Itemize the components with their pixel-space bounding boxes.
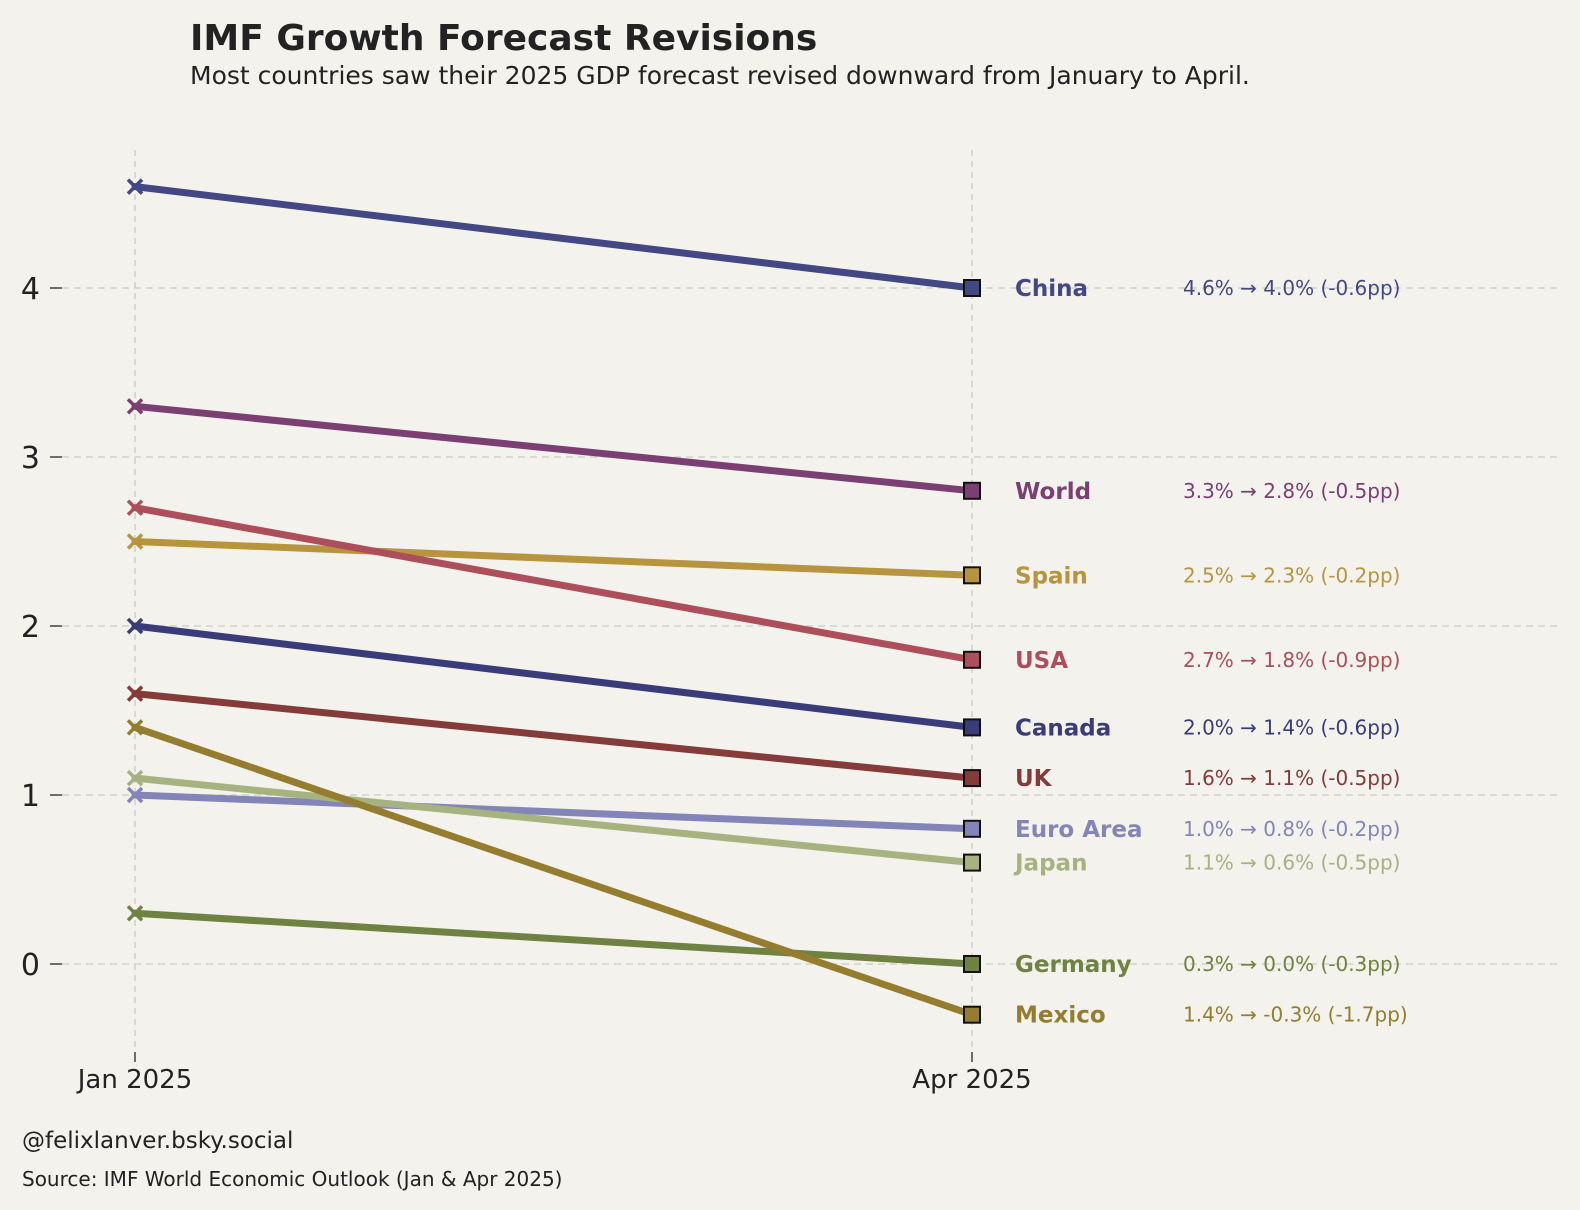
series-label-world: World xyxy=(1015,479,1091,505)
series-label-china: China xyxy=(1015,276,1088,302)
credit-handle: @felixlanver.bsky.social xyxy=(22,1128,293,1154)
start-marker-world xyxy=(126,398,144,415)
start-marker-japan xyxy=(126,769,144,787)
chart-title: IMF Growth Forecast Revisions xyxy=(190,18,817,59)
series-label-canada: Canada xyxy=(1015,715,1111,741)
series-line-canada xyxy=(131,622,976,731)
y-tick-label: 0 xyxy=(21,948,40,983)
start-marker-stroke xyxy=(126,685,144,702)
end-marker-canada xyxy=(963,718,981,737)
end-marker-mexico xyxy=(963,1005,981,1024)
series-line-mexico xyxy=(131,723,976,1019)
end-marker-euro-area xyxy=(963,819,981,838)
start-marker-stroke xyxy=(126,786,144,804)
series-lines xyxy=(131,183,976,1019)
change-annotation-japan: 1.1% → 0.6% (-0.5pp) xyxy=(1183,851,1400,875)
end-marker-world xyxy=(963,481,981,500)
start-marker-stroke xyxy=(126,905,144,922)
series-label-japan: Japan xyxy=(1013,851,1087,877)
end-marker-spain xyxy=(963,566,981,585)
x-tick-label: Jan 2025 xyxy=(76,1065,193,1095)
change-annotation-spain: 2.5% → 2.3% (-0.2pp) xyxy=(1183,563,1400,587)
start-marker-usa xyxy=(126,499,144,516)
change-annotation-canada: 2.0% → 1.4% (-0.6pp) xyxy=(1183,715,1400,739)
series-line-world xyxy=(131,402,976,495)
start-marker-germany xyxy=(126,905,144,922)
start-marker-uk xyxy=(126,685,144,702)
y-axis: 0 1 2 3 4 xyxy=(21,272,62,983)
grid xyxy=(50,150,1560,1058)
start-marker-canada xyxy=(126,617,144,635)
start-marker-stroke xyxy=(126,533,144,550)
end-marker-usa xyxy=(963,650,981,669)
start-marker-stroke xyxy=(126,769,144,787)
start-marker-stroke xyxy=(126,719,144,736)
x-tick-label: Apr 2025 xyxy=(912,1065,1031,1095)
change-annotation-germany: 0.3% → 0.0% (-0.3pp) xyxy=(1183,952,1400,976)
start-marker-stroke xyxy=(126,398,144,415)
series-label-uk: UK xyxy=(1015,766,1053,792)
change-annotation-usa: 2.7% → 1.8% (-0.9pp) xyxy=(1183,648,1400,672)
series-line-euro-area xyxy=(131,791,976,833)
chart-subtitle: Most countries saw their 2025 GDP foreca… xyxy=(190,61,1250,90)
end-marker-germany xyxy=(963,955,981,973)
series-markers xyxy=(126,178,981,1024)
start-marker-euro-area xyxy=(126,786,144,804)
start-marker-mexico xyxy=(126,719,144,736)
series-line-spain xyxy=(131,538,976,579)
y-tick-label: 2 xyxy=(21,610,40,645)
series-label-mexico: Mexico xyxy=(1015,1003,1106,1029)
change-annotation-uk: 1.6% → 1.1% (-0.5pp) xyxy=(1183,766,1400,790)
series-line-usa xyxy=(131,504,976,664)
y-tick-label: 4 xyxy=(21,272,40,307)
end-marker-china xyxy=(963,279,981,297)
series-line-germany xyxy=(131,909,976,968)
series-line-china xyxy=(131,183,976,292)
y-tick-label: 1 xyxy=(21,779,40,814)
change-annotation-euro-area: 1.0% → 0.8% (-0.2pp) xyxy=(1183,817,1400,841)
start-marker-stroke xyxy=(126,499,144,516)
change-annotation-china: 4.6% → 4.0% (-0.6pp) xyxy=(1183,276,1400,300)
start-marker-spain xyxy=(126,533,144,550)
series-line-japan xyxy=(131,774,976,867)
change-annotation-mexico: 1.4% → -0.3% (-1.7pp) xyxy=(1183,1003,1408,1027)
start-marker-stroke xyxy=(126,617,144,635)
series-label-germany: Germany xyxy=(1015,952,1132,978)
series-label-usa: USA xyxy=(1015,648,1068,674)
end-marker-japan xyxy=(963,853,981,872)
series-label-euro-area: Euro Area xyxy=(1015,817,1143,843)
series-label-spain: Spain xyxy=(1015,563,1088,589)
series-labels: China 4.6% → 4.0% (-0.6pp) World 3.3% → 2.8… xyxy=(1013,276,1408,1029)
change-annotation-world: 3.3% → 2.8% (-0.5pp) xyxy=(1183,479,1400,503)
start-marker-china xyxy=(126,178,144,195)
start-marker-stroke xyxy=(126,178,144,195)
y-tick-label: 3 xyxy=(21,441,40,476)
series-line-uk xyxy=(131,690,976,782)
end-marker-uk xyxy=(963,769,981,788)
x-axis: Jan 2025 Apr 2025 xyxy=(76,1052,1032,1095)
source-note: Source: IMF World Economic Outlook (Jan … xyxy=(22,1167,562,1191)
